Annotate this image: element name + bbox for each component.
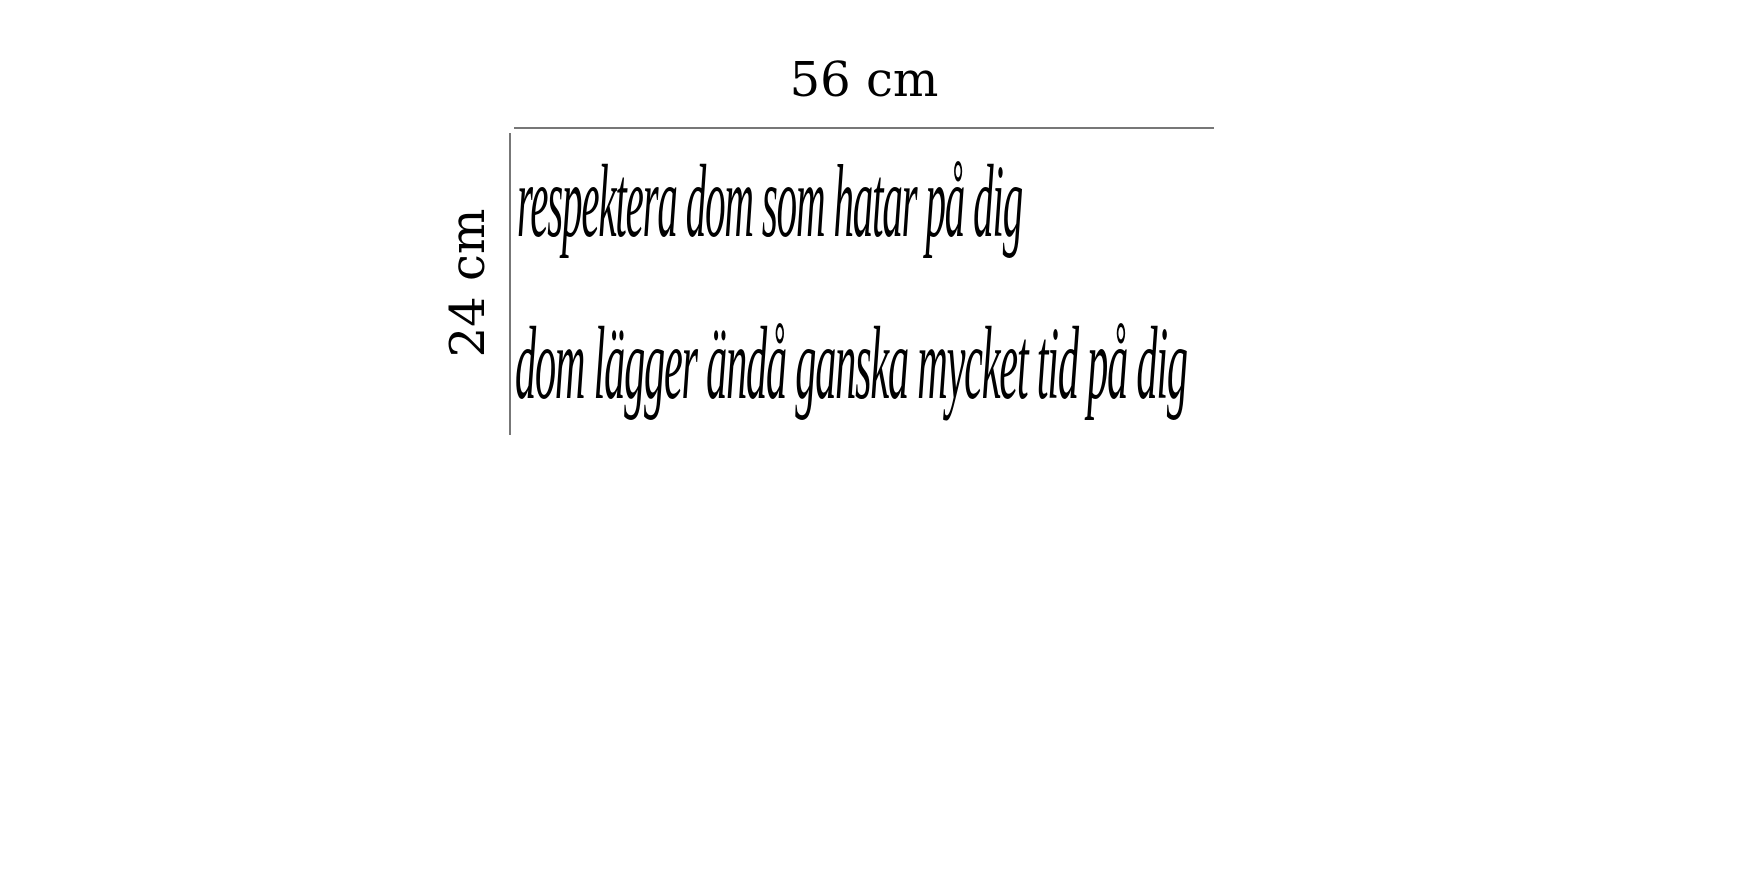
width-dimension-line bbox=[514, 127, 1214, 129]
height-dimension-label: 24 cm bbox=[440, 208, 496, 358]
decal-text-line-1: respektera dom som hatar på dig bbox=[517, 144, 1023, 259]
decal-text-line-2: dom lägger ändå ganska mycket tid på dig bbox=[515, 306, 1188, 421]
width-dimension-label: 56 cm bbox=[789, 52, 939, 108]
height-dimension-line bbox=[509, 133, 511, 435]
